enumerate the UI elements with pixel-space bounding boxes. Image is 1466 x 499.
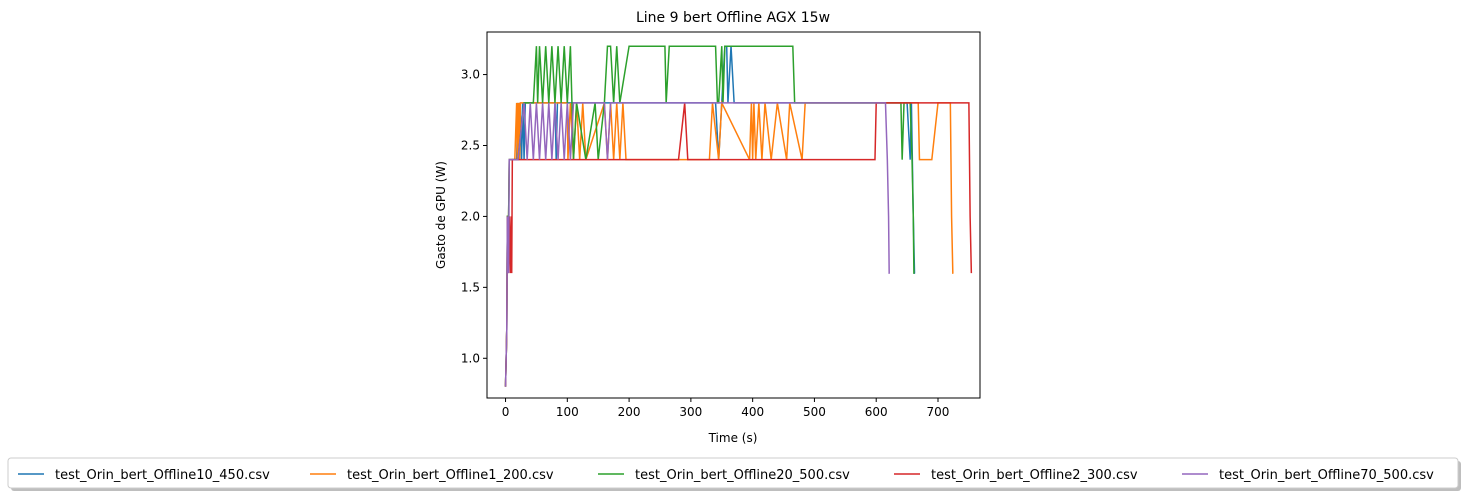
series-line-4 [504,102,973,387]
x-tick-label: 100 [556,405,579,419]
x-axis-label: Time (s) [708,431,758,445]
legend-label: test_Orin_bert_Offline70_500.csv [1219,468,1434,483]
x-tick-label: 200 [618,405,641,419]
legend: test_Orin_bert_Offline10_450.csv test_Ori… [7,457,1461,491]
x-tick-label: 500 [803,405,826,419]
series-layer [504,45,973,387]
x-tick-label: 0 [502,405,510,419]
series-line-5 [504,102,890,387]
y-tick-label: 1.0 [461,351,480,365]
legend-item: test_Orin_bert_Offline20_500.csv [598,468,850,483]
legend-frame [7,457,1459,489]
y-tick-label: 2.5 [461,138,480,152]
x-axis-ticks: 0 100 200 300 400 500 600 700 [502,398,950,419]
x-tick-label: 600 [865,405,888,419]
y-axis-label: Gasto de GPU (W) [434,161,448,269]
y-tick-label: 2.0 [461,209,480,223]
plot-frame [486,31,981,399]
y-tick-label: 1.5 [461,280,480,294]
y-tick-label: 3.0 [461,68,480,82]
y-axis-ticks: 1.0 1.5 2.0 2.5 3.0 [461,68,487,365]
legend-label: test_Orin_bert_Offline2_300.csv [931,468,1138,483]
chart-title: Line 9 bert Offline AGX 15w [636,10,830,26]
legend-label: test_Orin_bert_Offline1_200.csv [347,468,554,483]
x-tick-label: 700 [927,405,950,419]
legend-item: test_Orin_bert_Offline70_500.csv [1182,468,1434,483]
legend-item: test_Orin_bert_Offline10_450.csv [18,468,270,483]
legend-label: test_Orin_bert_Offline20_500.csv [635,468,850,483]
legend-items: test_Orin_bert_Offline10_450.csv test_Ori… [18,468,1434,483]
x-tick-label: 400 [741,405,764,419]
series-line-3 [504,45,915,387]
legend-item: test_Orin_bert_Offline1_200.csv [310,468,554,483]
x-tick-label: 300 [679,405,702,419]
legend-label: test_Orin_bert_Offline10_450.csv [55,468,270,483]
legend-item: test_Orin_bert_Offline2_300.csv [894,468,1138,483]
